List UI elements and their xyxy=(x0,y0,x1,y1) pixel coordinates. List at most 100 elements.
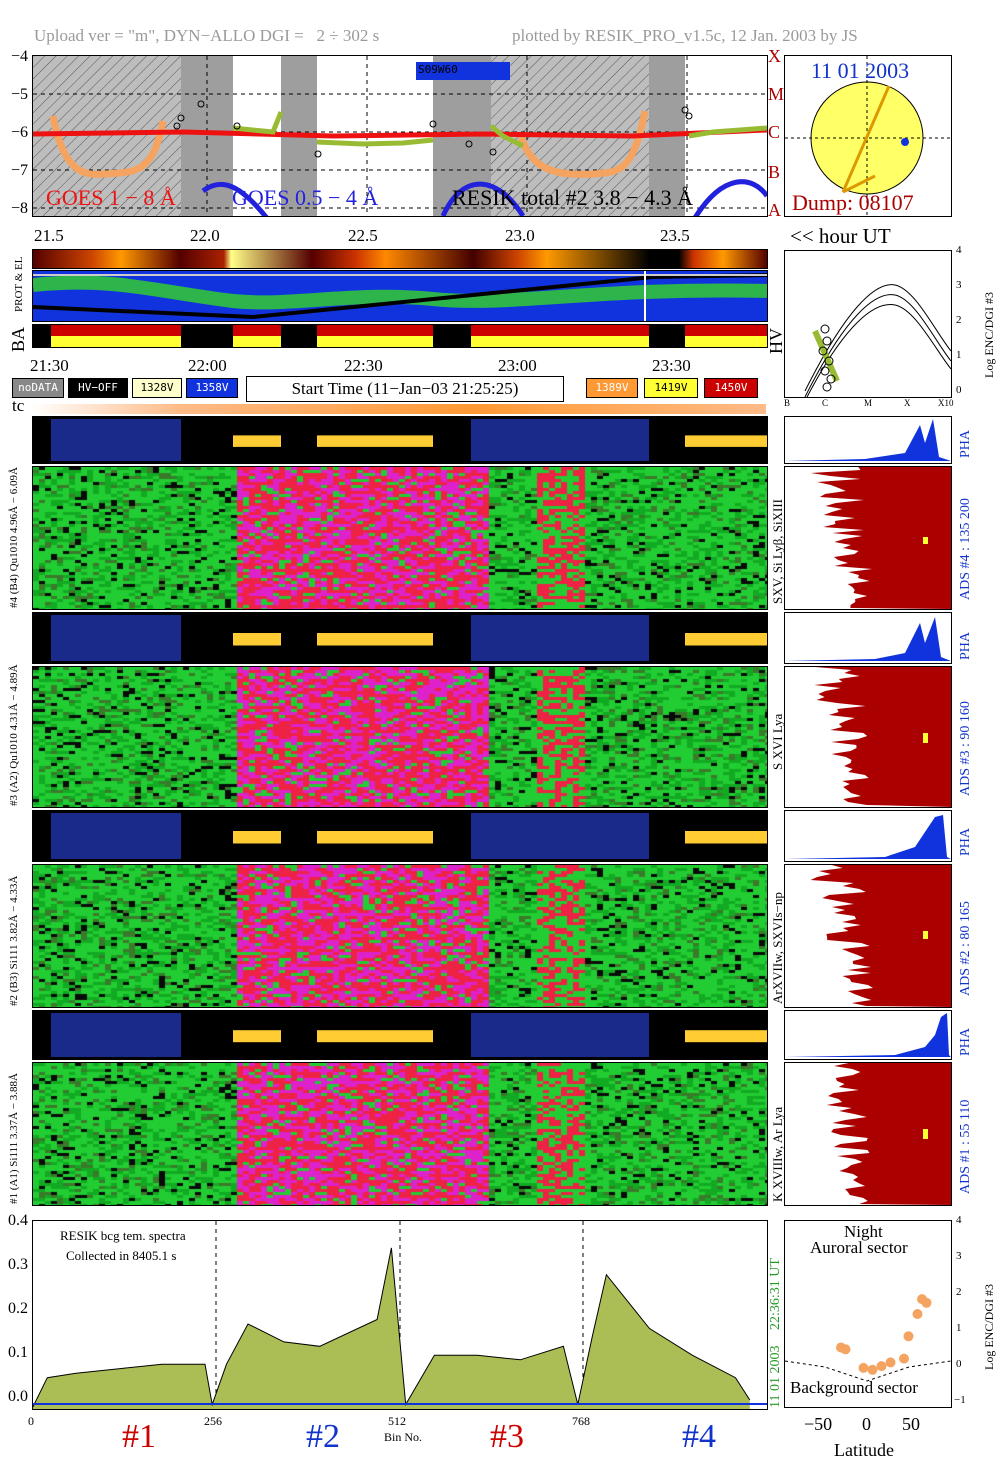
pha-plot-3 xyxy=(784,612,952,664)
spec-ytick: 0.4 xyxy=(8,1212,28,1229)
goes2-curve xyxy=(693,179,767,216)
spec-note1: RESIK bcg tem. spectra xyxy=(60,1228,186,1243)
spec-ytick: 0.0 xyxy=(8,1388,28,1405)
legend-resik: RESIK total #2 3.8 − 4.3 Å xyxy=(452,185,693,210)
heatmap-4 xyxy=(32,466,768,610)
orbit-xtick: C xyxy=(822,398,829,408)
orbit-ytick: 0 xyxy=(956,384,962,396)
pha-band xyxy=(233,831,281,844)
spectrum-area xyxy=(33,1247,750,1409)
lat-ylabel: Log ENC/DGI #3 xyxy=(982,1284,996,1370)
pha-plot-4 xyxy=(784,416,952,464)
spec-side-time: 22:36:31 UT xyxy=(768,1258,783,1330)
goes-xtick: 23.0 xyxy=(505,226,535,245)
time-tick: 22:30 xyxy=(344,356,383,375)
orbit-panel xyxy=(784,250,952,398)
latitude-point xyxy=(840,1344,851,1355)
pha-plot-2 xyxy=(784,810,952,862)
pha-word: PHA xyxy=(958,429,973,458)
pha-strip-3 xyxy=(32,612,768,664)
pha-band xyxy=(51,419,181,461)
lat-ytick: 3 xyxy=(956,1250,962,1262)
legend-1389v: 1389V xyxy=(586,378,638,398)
spectrum-line xyxy=(33,1247,751,1408)
lat-ytick: 2 xyxy=(956,1286,962,1298)
pha-band xyxy=(471,813,649,859)
side-label-4: SXV, Si Lyβ, SiXIII xyxy=(770,499,785,604)
orbit-ytick: 3 xyxy=(956,279,962,291)
orbit-xtick: X10 xyxy=(938,398,954,408)
lat-ytick: 1 xyxy=(956,1322,962,1334)
start-time: Start Time (11−Jan−03 21:25:25) xyxy=(246,376,564,402)
time-tick: 23:30 xyxy=(652,356,691,375)
heatmap-3 xyxy=(32,666,768,808)
ads-label-2: ADS #2 : 80 165 xyxy=(958,901,973,996)
latitude-point xyxy=(921,1297,932,1308)
orbit-xtick: X xyxy=(904,398,911,408)
pha-band xyxy=(317,435,433,447)
spec-ytick: 0.2 xyxy=(8,1300,28,1317)
channel-num-1: #1 xyxy=(122,1418,156,1455)
sat-label-bar xyxy=(416,62,510,80)
pha-band xyxy=(233,633,281,646)
spec-ytick: 0.3 xyxy=(8,1256,28,1273)
goes-xtick: 21.5 xyxy=(34,226,64,245)
channel-num-3: #3 xyxy=(490,1418,524,1455)
lat-xtick: −50 xyxy=(804,1414,833,1434)
goes-ytick: −4 xyxy=(10,48,28,65)
pha-band xyxy=(471,419,649,461)
channel-label-1: #1 (A1) Si111 3.37Å − 3.88Å xyxy=(8,1073,20,1204)
pha-strip-1 xyxy=(32,1010,768,1060)
resik-night-curve xyxy=(49,115,167,178)
goes-ytick: −8 xyxy=(10,200,28,217)
class-label: A xyxy=(768,200,781,220)
orbit-ytick: 4 xyxy=(956,244,962,256)
sun-date: 11 01 2003 xyxy=(811,58,910,83)
class-label: B xyxy=(768,162,781,182)
goes-ytick: −7 xyxy=(10,162,28,179)
legend-1358v: 1358V xyxy=(186,378,238,398)
heatmap-1 xyxy=(32,1062,768,1206)
lat-ytick: 0 xyxy=(956,1358,962,1370)
orbit-ylabel: Log ENC/DGI #3 xyxy=(982,292,996,378)
pha-band xyxy=(51,615,181,661)
spec-xlabel: Bin No. xyxy=(384,1430,423,1444)
spec-side-date: 11 01 2003 xyxy=(768,1345,783,1408)
pha-plot-1 xyxy=(784,1010,952,1060)
pha-band xyxy=(471,1013,649,1057)
pha-band xyxy=(233,435,281,447)
side-label-2: ArXVIIw, SXVIs−np xyxy=(770,892,785,1004)
pha-band xyxy=(685,831,767,844)
ads-label-4: ADS #4 : 135 200 xyxy=(958,498,973,600)
tc-strip xyxy=(32,404,766,414)
latitude-plot xyxy=(784,1220,952,1408)
latitude-point xyxy=(858,1362,869,1373)
hv-strip xyxy=(32,324,768,348)
legend-hv-off: HV−OFF xyxy=(68,378,128,398)
class-label: M xyxy=(768,84,785,104)
sun-dump: Dump: 08107 xyxy=(792,190,914,215)
orbit-xtick: B xyxy=(784,398,791,408)
ads-plot-1 xyxy=(784,1062,952,1206)
legend-1450v: 1450V xyxy=(704,378,758,398)
sat-label: S09W60 xyxy=(418,63,458,76)
active-region-marker xyxy=(901,138,909,146)
orbit-ytick: 2 xyxy=(956,314,962,326)
lat-xlabel: Latitude xyxy=(834,1440,894,1460)
time-tick: 22:00 xyxy=(188,356,227,375)
lat-ytick: 4 xyxy=(956,1214,962,1226)
goes-ytick: −6 xyxy=(10,124,28,141)
side-label-1: K XVIIIw, Ar Lya xyxy=(770,1106,785,1202)
pha-band xyxy=(317,831,433,844)
pointing-arrow xyxy=(841,85,891,193)
legend-1419v: 1419V xyxy=(644,378,698,398)
lat-bottom: Background sector xyxy=(790,1378,918,1397)
prot-el-strip xyxy=(32,270,768,322)
class-label: X xyxy=(768,46,781,66)
spec-xtick: 512 xyxy=(388,1414,406,1428)
latitude-point xyxy=(903,1331,914,1342)
time-tick: 23:00 xyxy=(498,356,537,375)
class-label: C xyxy=(768,122,781,142)
sun-panel xyxy=(784,55,952,217)
pha-band xyxy=(685,633,767,646)
